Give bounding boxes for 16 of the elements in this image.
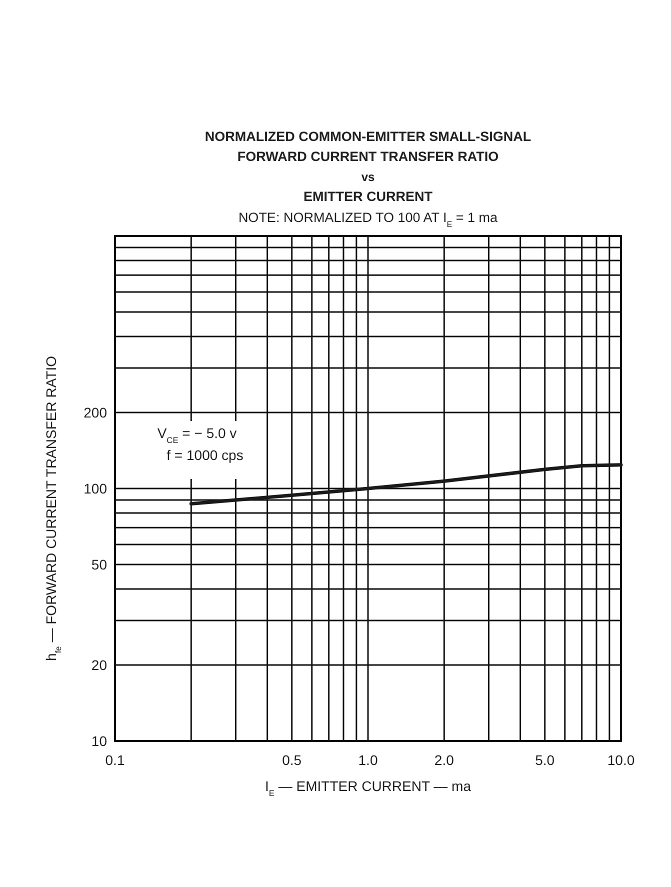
x-tick-label: 1.0	[358, 752, 378, 768]
chart-subtitle: NOTE: NORMALIZED TO 100 AT I$_{E}$ = 1 ma	[238, 210, 498, 228]
y-tick-label: 50	[91, 556, 108, 573]
x-axis-title: I$_{E}$ — EMITTER CURRENT — ma	[264, 778, 472, 798]
y-tick-label: 100	[84, 480, 108, 496]
y-tick-label: 20	[91, 656, 108, 673]
x-tick-label: 10.0	[607, 752, 635, 768]
y-tick-label: 10	[91, 733, 108, 749]
annotation: f = 1000 cps	[166, 447, 244, 463]
x-tick-label: 0.5	[282, 752, 302, 768]
annotation: V$_{CE}$ = − 5.0 v	[157, 425, 237, 445]
y-tick-label: 200	[84, 404, 108, 420]
x-tick-label: 5.0	[535, 752, 555, 768]
x-tick-label: 2.0	[434, 752, 454, 768]
x-tick-label: 0.1	[105, 752, 125, 768]
chart-title: NORMALIZED COMMON-EMITTER SMALL-SIGNAL FORWARD CURRENT TRANSFER RATIO vs EMITTER CURRENT	[204, 129, 532, 204]
